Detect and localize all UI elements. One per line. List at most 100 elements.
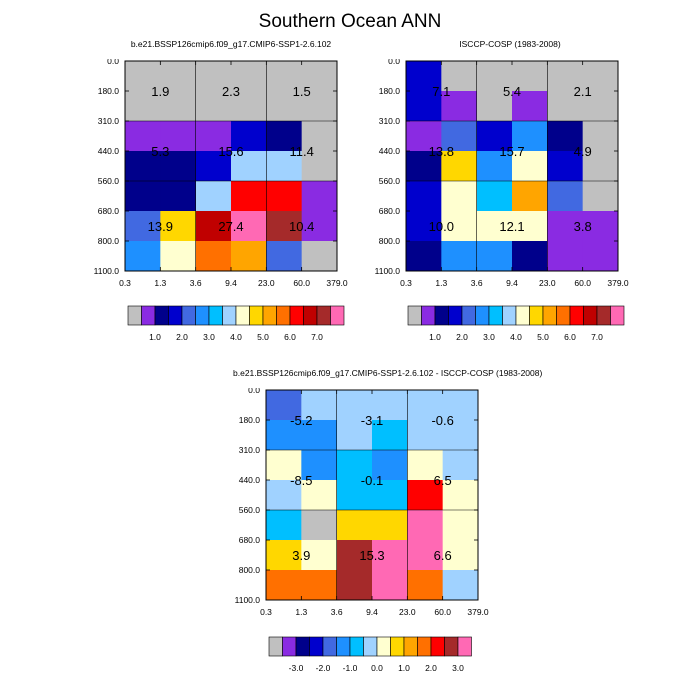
colorbar-swatch xyxy=(309,636,324,657)
colorbar-swatch xyxy=(127,305,142,326)
block-value-label: 6.6 xyxy=(434,548,452,563)
heatmap-cell xyxy=(301,540,338,571)
colorbar-swatch xyxy=(390,636,405,657)
x-tick-label: 9.4 xyxy=(366,607,378,617)
colorbar-swatch xyxy=(316,305,331,326)
block-value-label: 1.5 xyxy=(293,84,311,99)
heatmap-cell xyxy=(476,61,513,92)
heatmap-cell xyxy=(406,61,442,92)
heatmap-cell xyxy=(547,211,584,242)
heatmap-difference: 0.3 1.3 3.6 9.4 23.0 60.0 379.0 0.0 180.0 310.0 44… xyxy=(235,388,489,617)
colorbar-swatch xyxy=(444,636,459,657)
heatmap-cell xyxy=(441,61,478,92)
heatmap-cell xyxy=(512,211,548,242)
colorbar-label: 6.0 xyxy=(564,332,576,342)
colorbar-label: 2.0 xyxy=(425,663,437,673)
heatmap-cell xyxy=(372,570,408,601)
colorbar-swatch xyxy=(448,305,463,326)
colorbar-label: 3.0 xyxy=(452,663,464,673)
heatmap-cell xyxy=(231,211,267,242)
colorbar-swatch xyxy=(208,305,223,326)
heatmap-cell xyxy=(125,151,161,182)
colorbar-swatch xyxy=(430,636,445,657)
x-tick-label: 60.0 xyxy=(434,607,451,617)
colorbar-label: -1.0 xyxy=(343,663,358,673)
heatmap-cell xyxy=(441,241,478,272)
colorbar-label: 3.0 xyxy=(203,332,215,342)
x-tick-label: 23.0 xyxy=(258,278,275,288)
heatmap-cell xyxy=(441,181,478,212)
heatmap-cell xyxy=(372,420,408,451)
colorbar-label: 0.0 xyxy=(371,663,383,673)
y-tick-label: 1100.0 xyxy=(235,595,261,605)
block-value-label: 2.3 xyxy=(222,84,240,99)
heatmap-cell xyxy=(231,151,267,182)
colorbar-label: 1.0 xyxy=(398,663,410,673)
heatmap-model: 0.3 1.3 3.6 9.4 23.0 60.0 379.0 0.0 180.0 310.0 44… xyxy=(94,59,348,288)
block-value-label: 2.1 xyxy=(574,84,592,99)
x-tick-label: 379.0 xyxy=(607,278,629,288)
colorbar-label: -3.0 xyxy=(289,663,304,673)
colorbar-swatch xyxy=(276,305,291,326)
x-tick-label: 3.6 xyxy=(331,607,343,617)
colorbar-label: 7.0 xyxy=(311,332,323,342)
colorbar-swatch xyxy=(168,305,183,326)
heatmap-cell xyxy=(160,241,197,272)
heatmap-cell xyxy=(582,121,619,152)
heatmap-cell xyxy=(195,211,232,242)
colorbar-label: 1.0 xyxy=(429,332,441,342)
heatmap-cell xyxy=(512,151,548,182)
heatmap-cell xyxy=(125,181,161,212)
colorbar-swatch xyxy=(376,636,391,657)
heatmap-cell xyxy=(442,480,479,511)
block-value-label: 15.3 xyxy=(359,548,384,563)
y-tick-label: 680.0 xyxy=(379,206,401,216)
y-tick-label: 310.0 xyxy=(379,116,401,126)
y-tick-label: 310.0 xyxy=(239,445,261,455)
colorbar-swatch xyxy=(529,305,544,326)
heatmap-cell xyxy=(160,151,197,182)
colorbar-label: 2.0 xyxy=(456,332,468,342)
heatmap-cell xyxy=(407,420,444,451)
y-tick-label: 180.0 xyxy=(98,86,120,96)
heatmap-cell xyxy=(476,241,513,272)
heatmap-cell xyxy=(547,61,584,92)
heatmap-cell xyxy=(301,121,338,152)
x-tick-label: 3.6 xyxy=(471,278,483,288)
colorbar-swatch xyxy=(235,305,250,326)
colorbar-swatch xyxy=(303,305,318,326)
heatmap-cell xyxy=(266,211,303,242)
heatmap-cell xyxy=(160,121,197,152)
heatmap-cell xyxy=(476,91,513,122)
panel-title: b.e21.BSSP126cmip6.f09_g17.CMIP6-SSP1-2.… xyxy=(130,39,332,49)
heatmap-cell xyxy=(512,91,548,122)
heatmap-cell xyxy=(301,390,338,421)
y-tick-label: 800.0 xyxy=(98,236,120,246)
heatmap-cell xyxy=(195,181,232,212)
y-tick-label: 180.0 xyxy=(239,415,261,425)
colorbar-swatch xyxy=(542,305,557,326)
heatmap-cell xyxy=(160,181,197,212)
heatmap-cell xyxy=(476,211,513,242)
heatmap-cell xyxy=(442,540,479,571)
x-tick-label: 1.3 xyxy=(154,278,166,288)
colorbar-swatch xyxy=(322,636,337,657)
colorbar-difference: -3.0 -2.0 -1.0 0.0 1.0 2.0 3.0 xyxy=(268,636,472,673)
colorbar-swatch xyxy=(222,305,237,326)
heatmap-cell xyxy=(301,420,338,451)
block-value-label: -8.5 xyxy=(290,473,312,488)
colorbar-swatch xyxy=(569,305,584,326)
x-tick-label: 23.0 xyxy=(539,278,556,288)
panel-title: ISCCP-COSP (1983-2008) xyxy=(459,39,561,49)
heatmap-cell xyxy=(512,121,548,152)
colorbar-swatch xyxy=(262,305,277,326)
block-value-label: 1.9 xyxy=(151,84,169,99)
heatmap-cell xyxy=(266,241,303,272)
heatmap-cell xyxy=(407,510,444,541)
heatmap-cell xyxy=(407,570,444,601)
grid-lines xyxy=(266,390,478,600)
colorbar-label: 4.0 xyxy=(230,332,242,342)
block-value-label: 12.1 xyxy=(499,219,524,234)
heatmap-cell xyxy=(406,121,442,152)
heatmap-cell xyxy=(266,181,303,212)
